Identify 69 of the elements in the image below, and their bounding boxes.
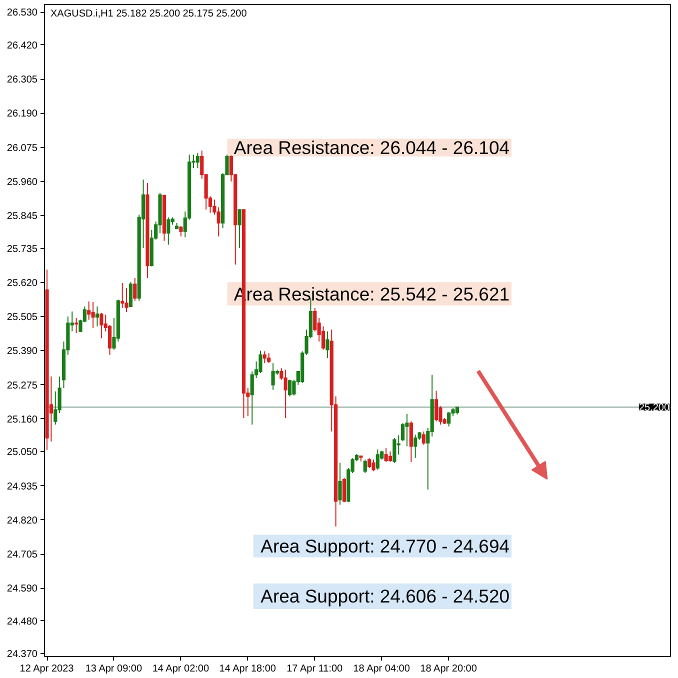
band-label: Area Resistance: 26.044 - 26.104 <box>234 137 510 158</box>
candlestick <box>74 318 78 334</box>
candlestick <box>392 437 396 464</box>
candlestick <box>95 306 100 327</box>
y-tick-label: 26.190 <box>6 108 38 120</box>
y-tick-label: 25.275 <box>6 380 38 392</box>
candlestick <box>162 194 166 242</box>
x-tick-label: 12 Apr 2023 <box>20 664 74 674</box>
x-tick-label: 18 Apr 04:00 <box>353 664 410 674</box>
y-tick-label: 24.480 <box>6 616 38 628</box>
y-tick-label: 26.530 <box>6 8 38 19</box>
y-tick-label: 24.590 <box>6 584 38 595</box>
candlestick <box>196 152 200 169</box>
candlestick <box>372 459 376 472</box>
y-tick-label: 26.420 <box>6 40 38 52</box>
candlestick <box>146 182 150 278</box>
candlestick <box>388 450 392 463</box>
candlestick <box>174 222 179 230</box>
y-tick-label: 25.620 <box>6 278 38 289</box>
candlestick <box>238 209 242 248</box>
candlestick <box>288 379 292 397</box>
candlestick <box>455 406 459 416</box>
y-tick-label: 24.820 <box>6 515 38 526</box>
candlestick <box>409 420 413 463</box>
candlestick <box>120 282 124 308</box>
y-tick-label: 25.845 <box>6 211 38 222</box>
y-tick-label: 25.960 <box>6 176 38 188</box>
candlestick <box>100 312 104 339</box>
band-label: Area Support: 24.770 - 24.694 <box>260 536 510 557</box>
x-tick-label: 14 Apr 18:00 <box>219 664 276 674</box>
candlestick <box>359 454 363 462</box>
candlestick <box>338 462 342 506</box>
candlestick <box>363 459 367 474</box>
candlestick <box>434 390 438 422</box>
candlestick <box>45 269 49 450</box>
x-tick-label: 17 Apr 11:00 <box>286 664 344 674</box>
x-tick-label: 13 Apr 09:00 <box>85 664 142 674</box>
candlestick <box>91 301 95 329</box>
candlestick <box>342 478 346 503</box>
candlestick <box>128 282 133 308</box>
candlestick <box>414 434 418 458</box>
candlestick <box>271 362 275 390</box>
y-tick-label: 26.075 <box>6 142 38 154</box>
candlestick <box>368 458 372 468</box>
candlestick <box>447 412 451 427</box>
band-label: Area Support: 24.606 - 24.520 <box>260 586 510 607</box>
y-tick-label: 25.505 <box>6 312 38 324</box>
candlestick <box>422 430 426 446</box>
y-tick-label: 24.935 <box>6 481 38 492</box>
y-tick-label: 24.370 <box>6 649 38 660</box>
candlestick <box>166 216 170 246</box>
y-tick-label: 25.160 <box>6 414 38 426</box>
candlestick <box>133 277 137 302</box>
candlestick <box>326 330 330 359</box>
x-tick-label: 14 Apr 02:00 <box>152 664 210 674</box>
y-tick-label: 25.050 <box>6 447 38 458</box>
y-tick-label: 24.705 <box>6 550 38 561</box>
candlestick <box>267 352 271 364</box>
y-tick-label: 25.390 <box>6 346 38 358</box>
candlestick <box>384 448 388 463</box>
candlestick <box>262 350 266 364</box>
candlestick <box>405 413 409 447</box>
y-tick-label: 25.735 <box>6 244 38 255</box>
candlestick <box>376 449 380 470</box>
chart-title: XAGUSD.i,H1 25.182 25.200 25.175 25.200 <box>50 8 248 20</box>
x-tick-label: 18 Apr 20:00 <box>420 664 478 674</box>
candlestick <box>179 226 183 237</box>
y-tick-label: 26.305 <box>6 74 38 86</box>
candlestick <box>284 369 288 419</box>
